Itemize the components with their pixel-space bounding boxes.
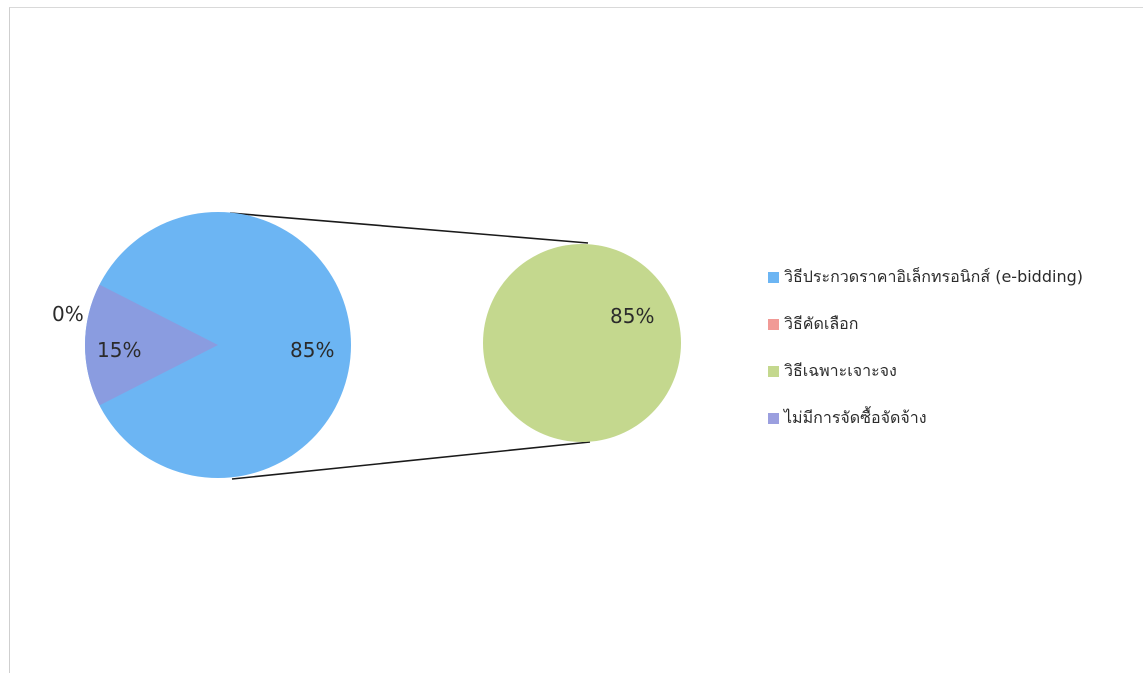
- legend-swatch-selection: [768, 319, 779, 330]
- connector-line-bottom: [231, 441, 591, 480]
- connector-line-top: [229, 212, 589, 244]
- legend-label-specific: วิธีเฉพาะเจาะจง: [784, 361, 897, 380]
- legend-item-specific: วิธีเฉพาะเจาะจง: [768, 348, 1083, 395]
- legend-item-e-bidding: วิธีประกวดราคาอิเล็กทรอนิกส์ (e-bidding): [768, 254, 1083, 301]
- legend-label-no-procurement: ไม่มีการจัดซื้อจัดจ้าง: [784, 408, 927, 427]
- legend-swatch-specific: [768, 366, 779, 377]
- main-pie: [85, 212, 351, 478]
- legend-item-no-procurement: ไม่มีการจัดซื้อจัดจ้าง: [768, 395, 1083, 442]
- legend-label-e-bidding: วิธีประกวดราคาอิเล็กทรอนิกส์ (e-bidding): [784, 267, 1083, 286]
- chart-frame: [9, 7, 1143, 673]
- main-pie-slice-other: [85, 284, 218, 406]
- legend-label-selection: วิธีคัดเลือก: [784, 314, 859, 333]
- chart-legend: วิธีประกวดราคาอิเล็กทรอนิกส์ (e-bidding)…: [768, 254, 1083, 442]
- secondary-pie: [483, 244, 681, 442]
- legend-swatch-no-procurement: [768, 413, 779, 424]
- legend-swatch-e-bidding: [768, 272, 779, 283]
- main-pie-label-0: 0%: [52, 302, 84, 326]
- legend-item-selection: วิธีคัดเลือก: [768, 301, 1083, 348]
- main-pie-label-15: 15%: [97, 338, 141, 362]
- main-pie-label-85: 85%: [290, 338, 334, 362]
- secondary-pie-slice-specific: [483, 244, 681, 442]
- secondary-pie-label-85: 85%: [610, 304, 654, 328]
